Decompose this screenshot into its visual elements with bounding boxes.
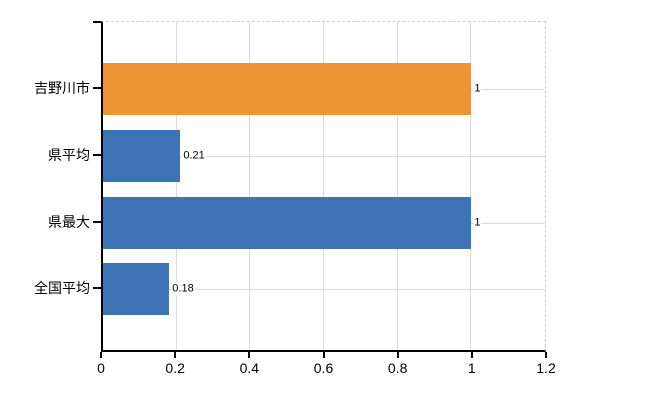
bar — [103, 196, 472, 249]
bar-value-label: 1 — [473, 82, 482, 96]
x-axis-tick-label: 0.2 — [165, 360, 185, 376]
x-axis-tick — [396, 352, 399, 358]
y-axis-label: 県最大 — [48, 213, 90, 230]
x-axis-tick — [174, 352, 177, 358]
gridline-vertical — [249, 22, 251, 350]
gridline-vertical — [323, 22, 324, 350]
bar — [103, 62, 472, 115]
bar-value-label: 0.21 — [182, 149, 206, 163]
y-axis-tick — [93, 287, 101, 290]
plot-area: 1 0.21 1 0.18 — [101, 21, 546, 352]
x-axis-tick-label: 1.2 — [536, 360, 556, 376]
bar — [103, 129, 181, 182]
y-axis-label: 吉野川市 — [34, 79, 90, 96]
bar-value-label: 1 — [473, 216, 482, 230]
bar-value-label: 0.18 — [171, 282, 195, 296]
gridline-horizontal — [103, 289, 545, 291]
x-axis-tick — [322, 352, 325, 358]
x-axis-tick-label: 0 — [97, 360, 105, 376]
gridline-vertical — [175, 22, 177, 350]
x-axis-tick — [470, 352, 473, 358]
x-axis-tick — [545, 352, 547, 358]
y-axis-top-tick — [93, 21, 101, 23]
y-axis-label: 全国平均 — [34, 280, 90, 297]
x-axis-tick — [248, 352, 251, 358]
x-axis-tick-label: 0.6 — [313, 360, 334, 376]
y-axis-tick — [93, 153, 101, 156]
x-axis-tick-label: 0.4 — [239, 360, 260, 376]
y-axis-tick — [93, 220, 101, 223]
gridline-vertical — [396, 22, 398, 350]
y-axis-tick — [93, 86, 101, 89]
gridline-vertical — [470, 22, 472, 350]
bar — [103, 263, 170, 316]
x-axis-tick-label: 0.8 — [387, 360, 408, 376]
gridline-horizontal — [103, 155, 545, 157]
y-axis-label: 県平均 — [48, 146, 90, 163]
x-axis-tick-label: 1 — [467, 360, 476, 376]
x-axis-tick — [100, 352, 102, 358]
